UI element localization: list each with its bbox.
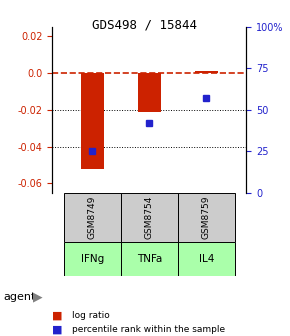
Text: log ratio: log ratio — [72, 311, 110, 320]
Text: IFNg: IFNg — [81, 254, 104, 264]
FancyBboxPatch shape — [178, 193, 235, 242]
Text: ▶: ▶ — [33, 291, 43, 304]
Text: ■: ■ — [52, 324, 63, 334]
Text: ■: ■ — [52, 311, 63, 321]
FancyBboxPatch shape — [64, 193, 121, 242]
Bar — [195, 71, 218, 73]
Text: GSM8749: GSM8749 — [88, 196, 97, 239]
Text: percentile rank within the sample: percentile rank within the sample — [72, 325, 226, 334]
Text: agent: agent — [3, 292, 35, 302]
FancyBboxPatch shape — [64, 242, 121, 276]
Bar — [81, 73, 104, 169]
Text: GDS498 / 15844: GDS498 / 15844 — [93, 18, 197, 32]
FancyBboxPatch shape — [121, 193, 178, 242]
FancyBboxPatch shape — [178, 242, 235, 276]
Text: TNFa: TNFa — [137, 254, 162, 264]
Bar — [138, 73, 161, 112]
FancyBboxPatch shape — [121, 242, 178, 276]
Text: GSM8754: GSM8754 — [145, 196, 154, 239]
Text: IL4: IL4 — [199, 254, 214, 264]
Text: GSM8759: GSM8759 — [202, 196, 211, 239]
